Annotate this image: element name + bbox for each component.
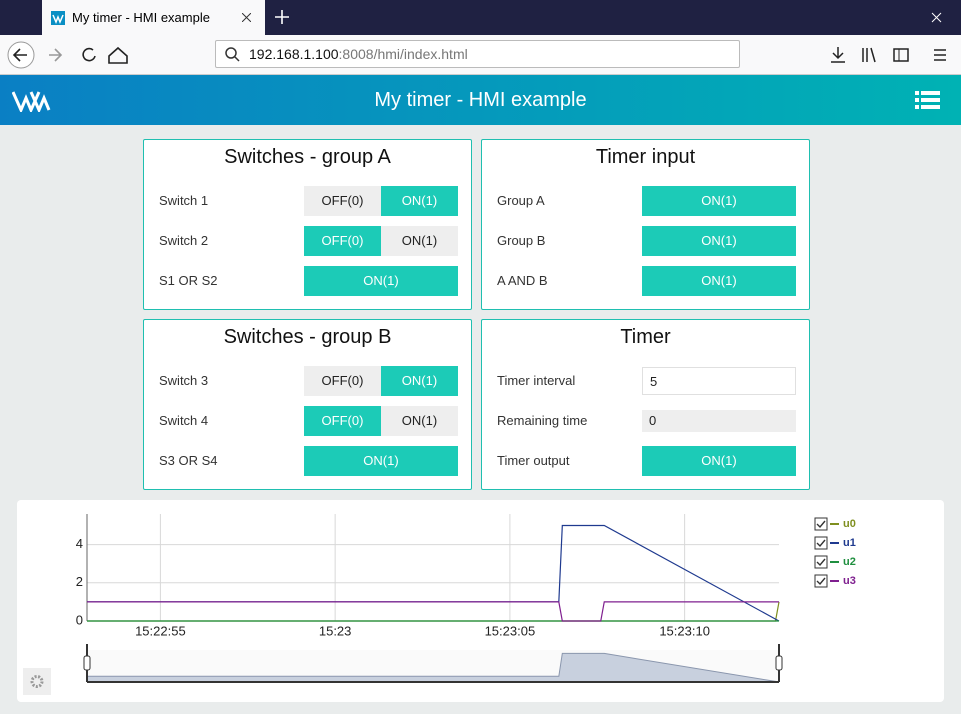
legend-check: [816, 539, 826, 548]
toggle-button[interactable]: OFF(0): [304, 406, 381, 436]
menu-button[interactable]: [915, 90, 940, 110]
legend-check: [816, 558, 826, 567]
legend-checkbox[interactable]: [814, 574, 828, 588]
navigator-handle[interactable]: [83, 655, 91, 671]
url-path: :8008/hmi/index.html: [338, 46, 468, 62]
y-tick-label: 4: [76, 536, 83, 551]
new-tab[interactable]: [275, 10, 289, 24]
legend-checkbox[interactable]: [814, 536, 828, 550]
toggle-button[interactable]: ON(1): [381, 366, 458, 396]
toggle-button[interactable]: ON(1): [304, 266, 458, 296]
legend-check: [816, 577, 826, 586]
panel-title: Switches - group A: [224, 146, 391, 168]
row-label: Switch 1: [159, 193, 209, 208]
series-line: [87, 601, 779, 622]
logo: [12, 91, 51, 112]
legend-label[interactable]: u3: [843, 575, 856, 587]
x-tick-label: 15:23:10: [659, 623, 710, 638]
navigator-fill: [87, 653, 779, 682]
toggle-button[interactable]: OFF(0): [304, 366, 381, 396]
toggle-button[interactable]: ON(1): [381, 186, 458, 216]
toggle-button[interactable]: ON(1): [381, 226, 458, 256]
chart: 0 2 4 15:22:55 15:23 15:23:05 15:23:10 u0 u1 u2 u3: [23, 514, 856, 695]
app-title: My timer - HMI example: [374, 89, 587, 111]
x-tick-label: 15:23:05: [485, 623, 536, 638]
panel: Switches - group B Switch 3 OFF(0) ON(1) Swi…: [143, 319, 472, 490]
row-label: Remaining time: [497, 413, 588, 428]
gear-icon: [30, 675, 44, 688]
toolbar-icons[interactable]: [828, 45, 953, 65]
row-label: Timer output: [497, 453, 570, 468]
series-line: [87, 524, 780, 622]
toggle-button[interactable]: ON(1): [642, 266, 796, 296]
toggle-button[interactable]: ON(1): [381, 406, 458, 436]
chart-card: 0 2 4 15:22:55 15:23 15:23:05 15:23:10 u0 u1 u2 u3: [17, 500, 944, 702]
row-label: Timer interval: [497, 373, 576, 388]
panel-title: Timer input: [595, 146, 696, 168]
legend-checkbox[interactable]: [814, 555, 828, 569]
legend-label[interactable]: u1: [843, 537, 856, 549]
row-label: Switch 2: [159, 233, 209, 248]
row-label: A AND B: [497, 273, 548, 288]
tab[interactable]: My timer - HMI example: [42, 0, 265, 35]
y-tick-label: 2: [76, 574, 83, 589]
toggle-button[interactable]: ON(1): [642, 186, 796, 216]
toggle-button[interactable]: ON(1): [642, 446, 796, 476]
toolbar: 192.168.1.100:8008/hmi/index.html: [0, 35, 961, 75]
nav-buttons[interactable]: [5, 38, 135, 72]
toggle-button[interactable]: ON(1): [304, 446, 458, 476]
panel-title: Switches - group B: [223, 326, 392, 348]
input-field[interactable]: 5: [642, 367, 796, 395]
settings-button[interactable]: [23, 668, 51, 695]
series-line: [87, 601, 780, 622]
url-bar[interactable]: 192.168.1.100:8008/hmi/index.html: [215, 40, 740, 68]
row-label: S3 OR S4: [159, 453, 218, 468]
panel-title: Timer: [620, 326, 671, 348]
toggle-button[interactable]: ON(1): [642, 226, 796, 256]
url-host: 192.168.1.100: [249, 46, 339, 62]
row-label: S1 OR S2: [159, 273, 218, 288]
toggle-button[interactable]: OFF(0): [304, 186, 381, 216]
close-tab[interactable]: [242, 13, 251, 22]
legend-check: [816, 520, 826, 529]
toggle-button[interactable]: OFF(0): [304, 226, 381, 256]
panel: Timer Timer interval 5 Remaining time 0 Timer…: [481, 319, 810, 490]
legend-label[interactable]: u2: [843, 556, 856, 568]
panel: Timer input Group A ON(1) Group B ON(1) A AND…: [481, 139, 810, 310]
row-label: Group B: [497, 233, 546, 248]
legend-label[interactable]: u0: [843, 518, 856, 530]
row-label: Switch 3: [159, 373, 209, 388]
readonly-field: 0: [642, 410, 796, 432]
navigator-handle[interactable]: [775, 655, 783, 671]
tab-title: My timer - HMI example: [72, 10, 210, 25]
window-controls[interactable]: [900, 0, 961, 35]
search-icon: [225, 47, 240, 62]
row-label: Group A: [497, 193, 545, 208]
panel-grid: Switches - group A Switch 1 OFF(0) ON(1) Swi…: [143, 139, 811, 490]
legend-checkbox[interactable]: [814, 517, 828, 531]
app-header: My timer - HMI example: [0, 75, 961, 125]
panel: Switches - group A Switch 1 OFF(0) ON(1) Swi…: [143, 139, 472, 310]
row-label: Switch 4: [159, 413, 209, 428]
y-tick-label: 0: [76, 612, 83, 627]
x-tick-label: 15:22:55: [135, 623, 186, 638]
x-tick-label: 15:23: [319, 623, 352, 638]
favicon: [51, 11, 65, 25]
